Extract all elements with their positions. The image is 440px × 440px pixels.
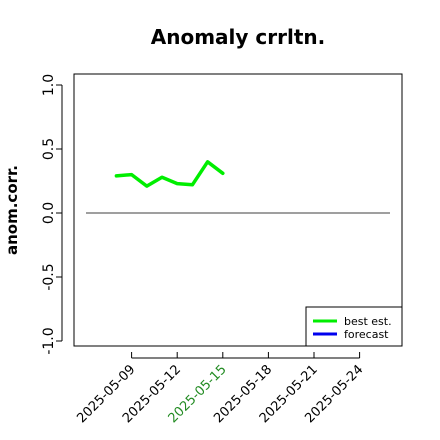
y-tick-label: -1.0 [41, 327, 57, 354]
y-tick-label: 0.5 [41, 138, 57, 160]
legend-label-forecast: forecast [344, 328, 389, 341]
y-tick-label: 0.0 [41, 202, 57, 224]
y-axis: -1.0 -0.5 0.0 0.5 1.0 [41, 74, 63, 355]
legend: best est. forecast [305, 306, 403, 347]
legend-box [305, 306, 403, 347]
y-tick-label: 1.0 [41, 74, 57, 96]
series-line-best-est [114, 160, 225, 188]
plot-frame [73, 73, 403, 347]
legend-label-best-est: best est. [344, 315, 392, 328]
y-axis-label: anom.corr. [3, 165, 21, 255]
chart-title: Anomaly crrltn. [151, 25, 325, 49]
y-tick-label: -0.5 [41, 263, 57, 290]
x-axis: 2025-05-092025-05-122025-05-152025-05-18… [74, 352, 366, 426]
series-layer [114, 160, 225, 188]
